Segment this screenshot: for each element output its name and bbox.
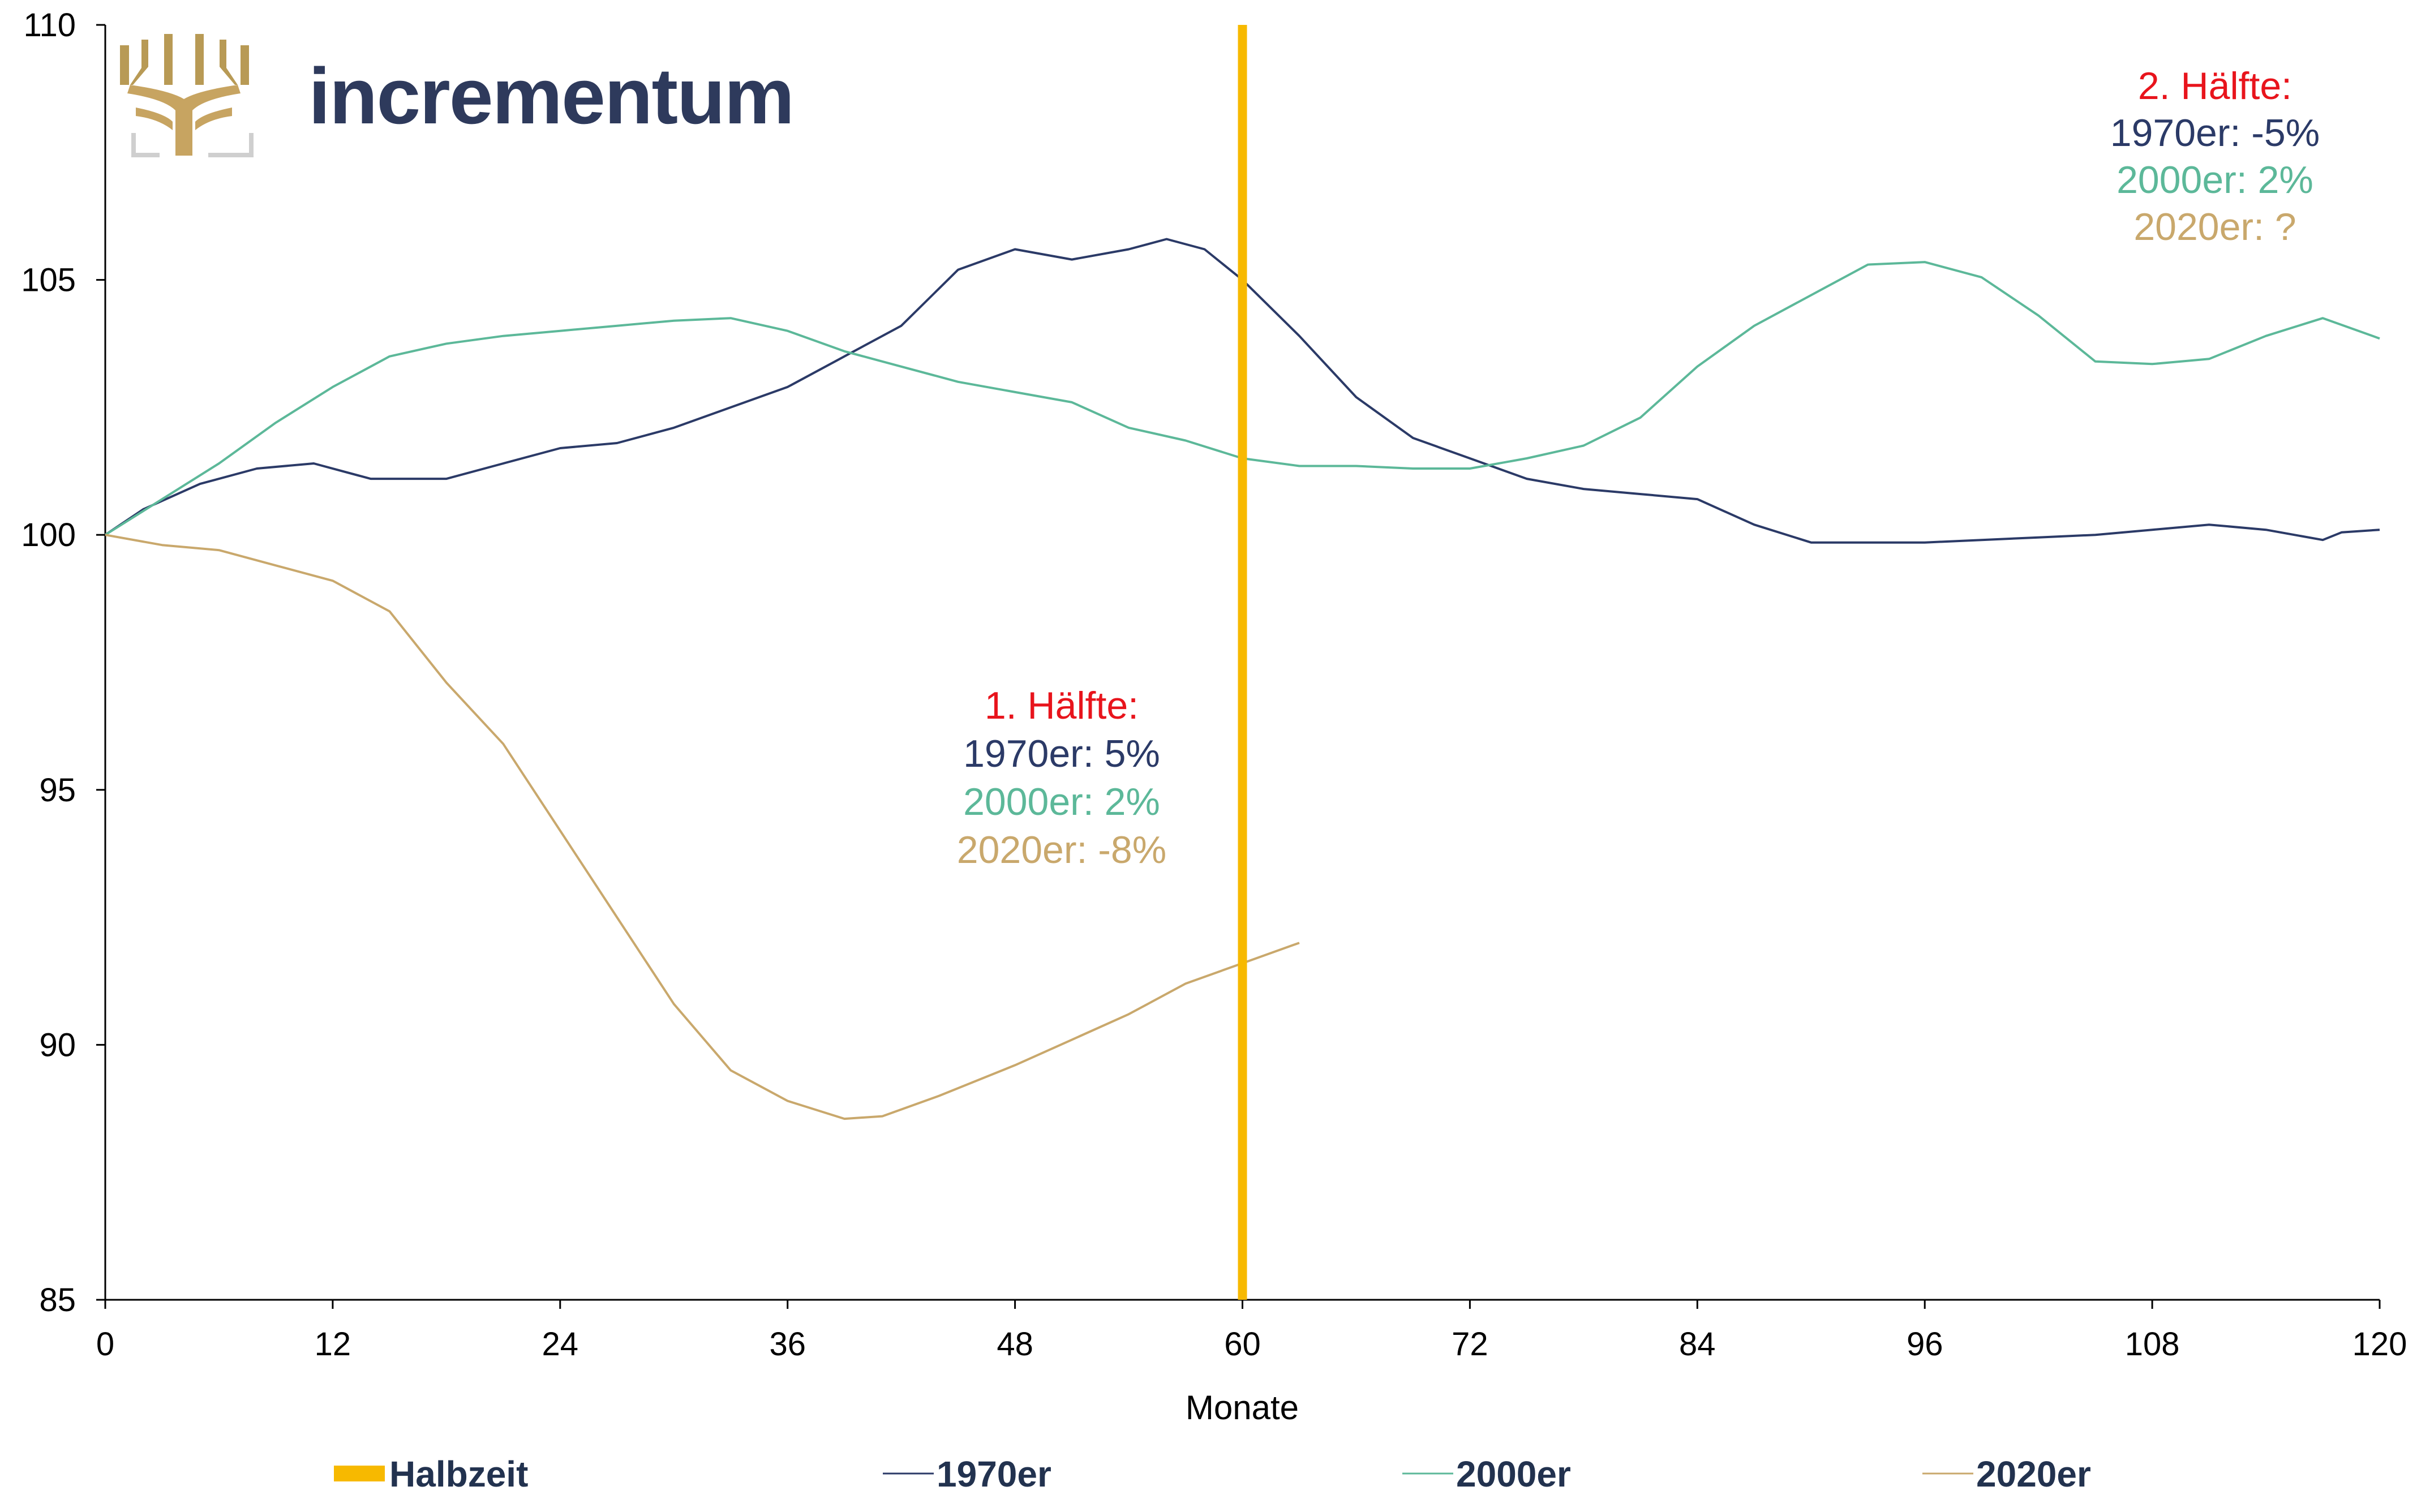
legend-item-2020er: 2020er — [1922, 1454, 2091, 1494]
annotation-second-half-2020: 2020er: ? — [2133, 205, 2296, 248]
annotation-second-half-2000: 2000er: 2% — [2117, 158, 2313, 201]
y-ticks: 85 90 95 100 105 110 — [21, 7, 105, 1318]
annotation-second-half-title: 2. Hälfte: — [2138, 65, 2292, 108]
legend-swatch-halbzeit — [334, 1466, 385, 1481]
x-tick-label: 48 — [997, 1326, 1033, 1363]
x-tick-label: 72 — [1452, 1326, 1488, 1363]
annotation-first-half-title: 1. Hälfte: — [985, 684, 1139, 727]
x-axis-title: Monate — [1186, 1389, 1299, 1427]
legend-label-halbzeit: Halbzeit — [389, 1454, 528, 1494]
legend-item-2000er: 2000er — [1402, 1454, 1571, 1494]
tree-icon — [120, 34, 254, 157]
x-tick-label: 36 — [769, 1326, 806, 1363]
y-tick-label: 100 — [21, 517, 76, 553]
annotation-first-half: 1. Hälfte: 1970er: 5% 2000er: 2% 2020er:… — [957, 684, 1166, 871]
legend-label-2020er: 2020er — [1976, 1454, 2091, 1494]
x-tick-label: 96 — [1907, 1326, 1943, 1363]
annotation-first-half-1970: 1970er: 5% — [963, 732, 1160, 775]
annotation-first-half-2020: 2020er: -8% — [957, 828, 1166, 871]
legend-label-1970er: 1970er — [937, 1454, 1051, 1494]
annotation-second-half-1970: 1970er: -5% — [2110, 111, 2320, 154]
x-tick-label: 0 — [96, 1326, 114, 1363]
y-tick-label: 95 — [39, 772, 76, 809]
x-tick-label: 24 — [542, 1326, 579, 1363]
legend-item-halbzeit: Halbzeit — [334, 1454, 528, 1494]
series-line-2020er — [105, 534, 1300, 1120]
x-tick-label: 120 — [2352, 1326, 2407, 1363]
x-tick-label: 60 — [1224, 1326, 1261, 1363]
annotation-first-half-2000: 2000er: 2% — [963, 780, 1160, 823]
logo-text: incrementum — [308, 51, 793, 140]
x-tick-label: 108 — [2125, 1326, 2180, 1363]
annotation-second-half: 2. Hälfte: 1970er: -5% 2000er: 2% 2020er… — [2110, 65, 2320, 248]
y-tick-label: 85 — [39, 1282, 76, 1318]
legend-label-2000er: 2000er — [1456, 1454, 1571, 1494]
incrementum-logo: incrementum — [120, 34, 795, 157]
y-tick-label: 90 — [39, 1026, 76, 1063]
x-ticks: 0 12 24 36 48 60 72 84 96 108 120 — [96, 1300, 2407, 1363]
x-tick-label: 84 — [1679, 1326, 1716, 1363]
legend: Halbzeit 1970er 2000er 2020er — [334, 1454, 2091, 1494]
y-tick-label: 110 — [24, 7, 76, 44]
x-tick-label: 12 — [315, 1326, 351, 1363]
legend-item-1970er: 1970er — [883, 1454, 1051, 1494]
y-tick-label: 105 — [21, 262, 76, 299]
